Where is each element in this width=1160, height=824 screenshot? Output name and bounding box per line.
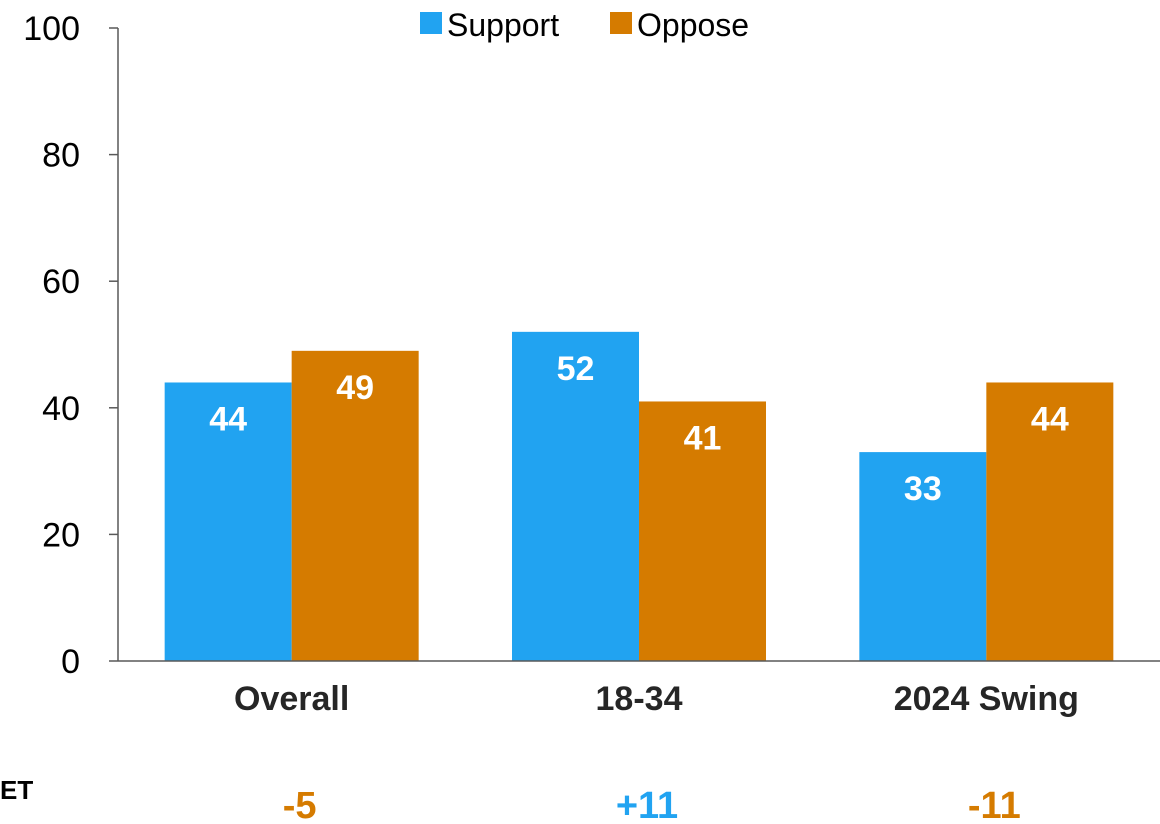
data-label: 49	[336, 369, 374, 407]
net-row: ET -5 +11 -11	[0, 775, 1021, 824]
y-tick-label: 60	[42, 263, 80, 301]
y-tick-label: 0	[61, 643, 80, 681]
x-category-label: Overall	[234, 680, 349, 718]
data-label: 44	[1031, 400, 1069, 438]
data-label: 33	[904, 470, 942, 508]
data-label: 41	[684, 419, 722, 457]
x-category-label: 2024 Swing	[894, 680, 1079, 718]
y-tick-label: 20	[42, 516, 80, 554]
legend-label: Oppose	[637, 7, 749, 43]
net-value: -11	[968, 785, 1021, 824]
y-tick-label: 40	[42, 390, 80, 428]
bar-support	[859, 452, 987, 661]
bar-oppose	[986, 382, 1114, 661]
bar-support	[164, 382, 292, 661]
legend-swatch-oppose	[610, 12, 632, 34]
y-axis: 0 20 40 60 80 100	[23, 10, 119, 681]
bar-oppose	[639, 401, 766, 661]
legend-swatch-support	[420, 12, 442, 34]
net-value: -5	[283, 785, 317, 824]
legend-label: Support	[447, 7, 559, 43]
x-axis: Overall 18-34 2024 Swing	[118, 660, 1160, 718]
legend: Support Oppose	[420, 7, 749, 43]
y-tick-label: 100	[23, 10, 80, 48]
bar-oppose	[291, 350, 419, 661]
y-tick-label: 80	[42, 137, 80, 175]
net-value: +11	[616, 785, 678, 824]
bar-support	[512, 331, 639, 661]
net-row-label: ET	[0, 775, 33, 805]
data-label: 44	[209, 400, 247, 438]
x-category-label: 18-34	[596, 680, 683, 718]
bars: 44 49 52 41 33 44	[164, 331, 1114, 661]
data-label: 52	[557, 350, 595, 388]
